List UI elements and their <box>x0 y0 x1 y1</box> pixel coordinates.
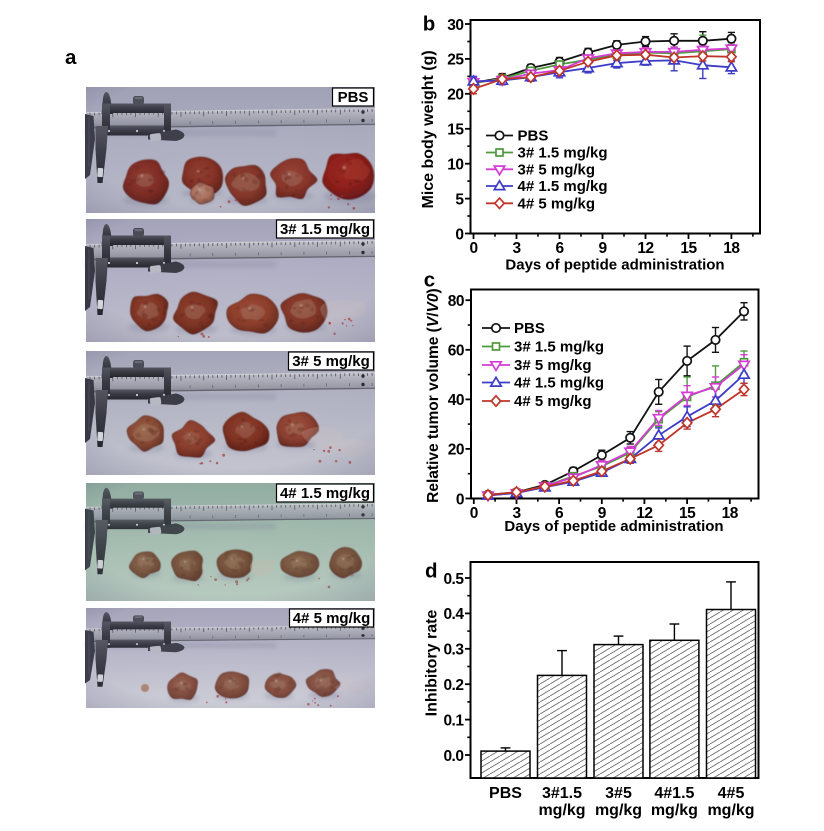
svg-text:20: 20 <box>448 442 464 459</box>
svg-text:4# 5 mg/kg: 4# 5 mg/kg <box>518 196 596 213</box>
svg-text:12: 12 <box>636 505 652 522</box>
svg-text:10: 10 <box>447 157 463 174</box>
svg-text:Relative tumor volume (V/V0): Relative tumor volume (V/V0) <box>425 288 442 503</box>
svg-text:3# 1.5 mg/kg: 3# 1.5 mg/kg <box>514 339 604 356</box>
svg-text:18: 18 <box>722 505 739 522</box>
svg-text:15: 15 <box>447 122 464 139</box>
svg-text:0.5: 0.5 <box>443 571 464 588</box>
svg-text:4# 1.5 mg/kg: 4# 1.5 mg/kg <box>280 485 370 502</box>
svg-text:80: 80 <box>448 293 464 310</box>
svg-text:3#5: 3#5 <box>605 785 632 802</box>
svg-text:3# 1.5 mg/kg: 3# 1.5 mg/kg <box>280 221 370 238</box>
svg-text:0.0: 0.0 <box>443 748 463 765</box>
svg-text:5: 5 <box>455 191 464 208</box>
svg-text:20: 20 <box>447 87 463 104</box>
svg-text:4# 1.5 mg/kg: 4# 1.5 mg/kg <box>514 375 604 392</box>
svg-text:15: 15 <box>680 240 697 257</box>
svg-text:b: b <box>423 13 436 36</box>
svg-text:25: 25 <box>447 52 464 69</box>
svg-text:30: 30 <box>447 17 463 34</box>
svg-text:Inhibitory rate: Inhibitory rate <box>424 610 441 717</box>
svg-text:0.2: 0.2 <box>443 677 463 694</box>
svg-text:4#1.5: 4#1.5 <box>654 785 694 802</box>
svg-text:0: 0 <box>469 240 477 257</box>
svg-text:0: 0 <box>470 505 478 522</box>
svg-text:18: 18 <box>723 240 740 257</box>
svg-text:0.1: 0.1 <box>443 712 464 729</box>
svg-text:3# 5 mg/kg: 3# 5 mg/kg <box>292 353 370 370</box>
svg-text:3: 3 <box>512 240 521 257</box>
svg-text:0: 0 <box>455 226 463 243</box>
svg-text:3# 5 mg/kg: 3# 5 mg/kg <box>514 357 592 374</box>
svg-text:d: d <box>425 560 438 583</box>
svg-text:4# 5 mg/kg: 4# 5 mg/kg <box>293 610 371 627</box>
svg-text:6: 6 <box>555 240 564 257</box>
svg-text:PBS: PBS <box>518 128 549 145</box>
svg-text:PBS: PBS <box>514 320 545 337</box>
svg-text:9: 9 <box>598 505 607 522</box>
svg-text:c: c <box>424 269 435 292</box>
svg-text:0.4: 0.4 <box>443 606 464 623</box>
svg-text:a: a <box>65 46 77 69</box>
svg-text:6: 6 <box>555 505 564 522</box>
svg-text:0: 0 <box>456 491 464 508</box>
svg-text:12: 12 <box>637 240 653 257</box>
svg-text:4# 5 mg/kg: 4# 5 mg/kg <box>514 393 592 410</box>
svg-text:Mice body weight (g): Mice body weight (g) <box>420 50 437 208</box>
svg-text:mg/kg: mg/kg <box>707 802 754 819</box>
svg-text:4#5: 4#5 <box>718 785 745 802</box>
svg-text:3: 3 <box>512 505 521 522</box>
svg-text:Days of peptide administration: Days of peptide administration <box>504 518 723 535</box>
svg-text:Days of peptide administration: Days of peptide administration <box>505 257 724 274</box>
svg-text:mg/kg: mg/kg <box>651 802 698 819</box>
svg-text:3# 1.5 mg/kg: 3# 1.5 mg/kg <box>518 145 608 162</box>
svg-text:3#1.5: 3#1.5 <box>542 785 582 802</box>
svg-text:3# 5 mg/kg: 3# 5 mg/kg <box>518 162 596 179</box>
svg-text:40: 40 <box>448 392 464 409</box>
svg-text:mg/kg: mg/kg <box>538 802 585 819</box>
svg-text:9: 9 <box>598 240 607 257</box>
svg-text:mg/kg: mg/kg <box>595 802 642 819</box>
svg-text:15: 15 <box>679 505 696 522</box>
svg-text:PBS: PBS <box>489 785 522 802</box>
svg-text:4# 1.5 mg/kg: 4# 1.5 mg/kg <box>518 178 608 195</box>
svg-text:60: 60 <box>448 343 464 360</box>
svg-text:PBS: PBS <box>338 89 369 106</box>
svg-text:0.3: 0.3 <box>443 642 464 659</box>
